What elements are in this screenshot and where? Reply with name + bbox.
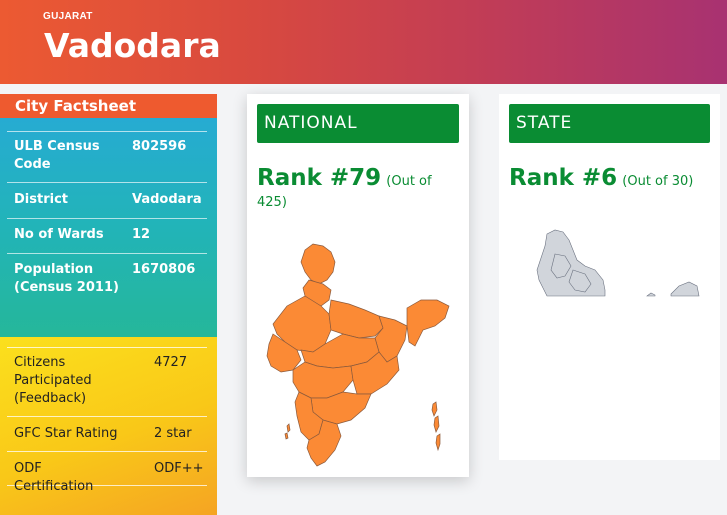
- factsheet-value: 1670806: [132, 262, 196, 277]
- factsheet-key: ULB Census Code: [14, 139, 100, 172]
- factsheet-value: 4727: [154, 355, 188, 370]
- factsheet-key: No of Wards: [14, 227, 104, 242]
- state-rank-card: STATE Rank #6 (Out of 30): [499, 94, 720, 460]
- state-label: GUJARAT: [43, 11, 93, 22]
- factsheet-row-district: District Vadodara: [7, 191, 207, 219]
- factsheet-key: GFC Star Rating: [14, 426, 118, 441]
- factsheet-value: Vadodara: [132, 192, 202, 207]
- india-map: [266, 243, 450, 467]
- state-map-partial: [536, 229, 700, 297]
- factsheet-value: 12: [132, 227, 151, 242]
- factsheet-row-gfc-rating: GFC Star Rating 2 star: [7, 425, 207, 452]
- factsheet-row-population: Population (Census 2011) 1670806: [7, 261, 207, 306]
- national-card-header: NATIONAL: [257, 104, 459, 143]
- state-rank-total: (Out of 30): [622, 174, 694, 189]
- factsheet-row-census-code: ULB Census Code 802596: [7, 138, 207, 183]
- city-name: Vadodara: [44, 26, 221, 65]
- state-rank: Rank #6 (Out of 30): [509, 165, 714, 191]
- factsheet-row-wards: No of Wards 12: [7, 226, 207, 254]
- national-rank-card: NATIONAL Rank #79 (Out of 425): [247, 94, 469, 477]
- national-rank-total: (Out of 425): [257, 174, 432, 210]
- factsheet-title: City Factsheet: [0, 94, 217, 118]
- state-card-header: STATE: [509, 104, 710, 143]
- factsheet-value: 802596: [132, 139, 187, 154]
- national-rank: Rank #79 (Out of 425): [257, 165, 462, 210]
- factsheet-value: 2 star: [154, 426, 192, 441]
- city-factsheet-panel: City Factsheet ULB Census Code 802596 Di…: [0, 94, 217, 515]
- national-rank-value: Rank #79: [257, 165, 382, 191]
- factsheet-key: ODF Certification: [14, 461, 94, 494]
- city-header: GUJARAT Vadodara: [0, 0, 727, 84]
- factsheet-row-citizens: Citizens Participated (Feedback) 4727: [7, 354, 207, 417]
- factsheet-key: Citizens Participated (Feedback): [14, 355, 92, 406]
- factsheet-value: ODF++: [154, 461, 204, 476]
- state-rank-value: Rank #6: [509, 165, 618, 191]
- factsheet-key: District: [14, 192, 68, 207]
- factsheet-row-odf: ODF Certification ODF++: [7, 460, 207, 494]
- factsheet-key: Population (Census 2011): [14, 262, 119, 295]
